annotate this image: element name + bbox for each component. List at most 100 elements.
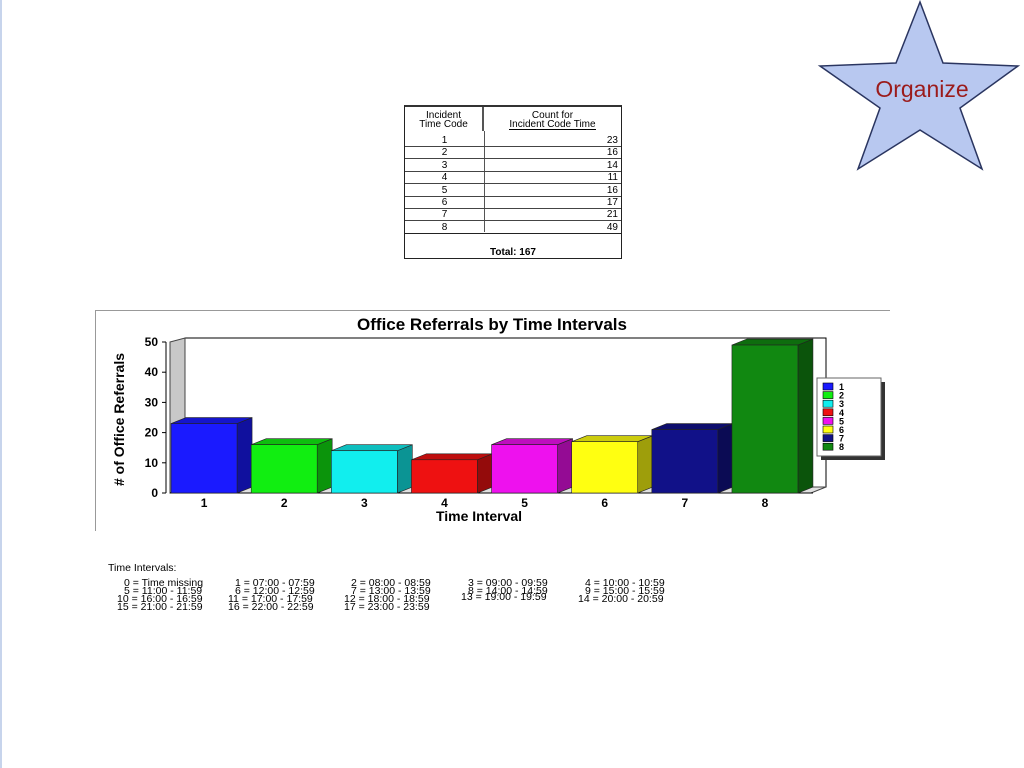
table-cell-code: 6 <box>441 197 448 208</box>
time-interval-entry: 17 = 23:00 - 23:59 <box>344 601 430 613</box>
star-label: Organize <box>875 76 969 102</box>
table-row: 2 16 <box>405 146 621 160</box>
bar-3-side <box>397 444 413 494</box>
legend-entry: 6 <box>839 425 844 435</box>
bar-6-side <box>637 435 653 494</box>
y-tick-label: 20 <box>145 426 159 440</box>
table-header-count: Count for Incident Code Time <box>484 107 621 131</box>
table-row: 3 14 <box>405 159 621 172</box>
bar-1 <box>170 423 238 494</box>
time-intervals-title: Time Intervals: <box>108 562 177 574</box>
y-axis-label: # of Office Referrals <box>111 353 127 486</box>
table-cell-code: 2 <box>441 147 448 159</box>
time-interval-entry: 10 = 16:00 - 16:59 <box>117 593 203 605</box>
table-row: 8 49 <box>405 221 621 234</box>
bar-3-top <box>331 444 413 452</box>
table-header-line: Incident Code Time <box>509 119 596 130</box>
table-cell-count: 11 <box>607 172 618 184</box>
table-cell-code: 1 <box>441 135 448 146</box>
x-tick-label: 2 <box>281 496 288 510</box>
x-tick-label: 4 <box>441 496 448 510</box>
legend-swatch <box>822 408 834 417</box>
table-header-line: Incident <box>425 110 462 121</box>
bar-8-top <box>731 338 814 346</box>
bar-6 <box>571 441 638 494</box>
time-interval-entry: 9 = 15:00 - 15:59 <box>585 585 665 597</box>
time-interval-entry: 4 = 10:00 - 10:59 <box>585 577 665 589</box>
bar-6-top <box>571 435 653 442</box>
legend-entry: 1 <box>839 382 844 392</box>
y-tick-label: 10 <box>145 456 159 470</box>
legend-swatch <box>822 391 834 399</box>
table-cell-count: 14 <box>606 159 618 171</box>
table-cell-count: 49 <box>606 221 618 233</box>
bar-7-top <box>651 423 733 430</box>
bar-2-side <box>316 438 333 494</box>
bar-5 <box>491 444 558 494</box>
table-cell-code: 5 <box>441 184 448 196</box>
slide-left-border <box>0 0 2 768</box>
time-interval-entry: 5 = 11:00 - 11:59 <box>124 585 203 597</box>
table-header: Incident Time Code Count for Incident Co… <box>405 107 621 131</box>
x-tick-label: 1 <box>201 496 208 510</box>
table-cell-count: 23 <box>606 135 618 146</box>
bar-4-top <box>411 453 493 461</box>
time-interval-entry: 15 = 21:00 - 21:59 <box>117 601 203 613</box>
legend-swatch <box>822 382 834 391</box>
time-interval-entry: 7 = 13:00 - 13:59 <box>351 585 431 597</box>
time-intervals-legend: Time Intervals: 0 = Time missing 1 = 07:0… <box>108 562 708 622</box>
table-row: 1 23 <box>405 134 621 147</box>
table-row: 4 11 <box>405 171 621 185</box>
time-interval-entry: 0 = Time missing <box>124 577 204 589</box>
bar-7 <box>651 429 719 494</box>
x-tick-label: 6 <box>601 496 608 510</box>
bar-8 <box>731 344 799 494</box>
bar-1-side <box>236 417 253 494</box>
time-interval-entry: 8 = 14:00 - 14:59 <box>468 585 548 597</box>
bar-5-side <box>557 438 573 494</box>
bar-5-top <box>491 438 573 445</box>
x-tick-label: 7 <box>681 496 688 510</box>
table-row: 5 16 <box>405 184 621 197</box>
bar-8-side <box>797 338 814 494</box>
table-header-line: Count for <box>531 110 574 121</box>
star-icon <box>817 0 1021 171</box>
table-row: 7 21 <box>405 208 621 222</box>
bar-2 <box>250 444 318 494</box>
table-cell-code: 7 <box>441 209 448 221</box>
legend-swatch <box>822 442 834 451</box>
table-header-line: Time Code <box>419 119 468 130</box>
organize-star-badge: Organize <box>812 0 1024 175</box>
x-tick-label: 3 <box>361 496 368 510</box>
bar-2-top <box>251 438 333 445</box>
table-cell-code: 3 <box>441 159 448 171</box>
legend-entry: 3 <box>839 399 844 409</box>
table-column-divider <box>484 131 485 232</box>
table-row: 6 17 <box>405 196 621 209</box>
legend-swatch <box>822 417 834 425</box>
x-axis-label: Time Interval <box>436 508 522 524</box>
table-cell-code: 8 <box>441 221 448 233</box>
referral-count-table: Incident Time Code Count for Incident Co… <box>404 105 622 259</box>
y-tick-label: 30 <box>145 395 159 409</box>
time-interval-entry: 14 = 20:00 - 20:59 <box>578 593 664 605</box>
table-total: Total: 167 <box>405 233 621 258</box>
legend-swatch <box>822 399 834 408</box>
time-interval-entry: 2 = 08:00 - 08:59 <box>351 577 431 589</box>
table-cell-count: 21 <box>606 209 618 221</box>
bar-4-side <box>477 453 493 494</box>
table-header-incident-time-code: Incident Time Code <box>405 107 484 131</box>
legend-swatch <box>822 425 834 434</box>
time-interval-entry: 1 = 07:00 - 07:59 <box>235 577 315 589</box>
legend-swatch <box>822 434 834 442</box>
table-cell-count: 17 <box>606 197 618 208</box>
bar-7-side <box>717 423 734 494</box>
y-tick-label: 0 <box>151 486 158 500</box>
x-tick-label: 8 <box>762 496 769 510</box>
bar-3 <box>331 450 398 494</box>
y-tick-label: 40 <box>145 365 159 379</box>
legend-entry: 2 <box>839 391 844 401</box>
y-tick-label: 50 <box>145 335 159 349</box>
time-interval-entry: 6 = 12:00 - 12:59 <box>235 585 315 597</box>
chart-title: Office Referrals by Time Intervals <box>357 315 627 334</box>
